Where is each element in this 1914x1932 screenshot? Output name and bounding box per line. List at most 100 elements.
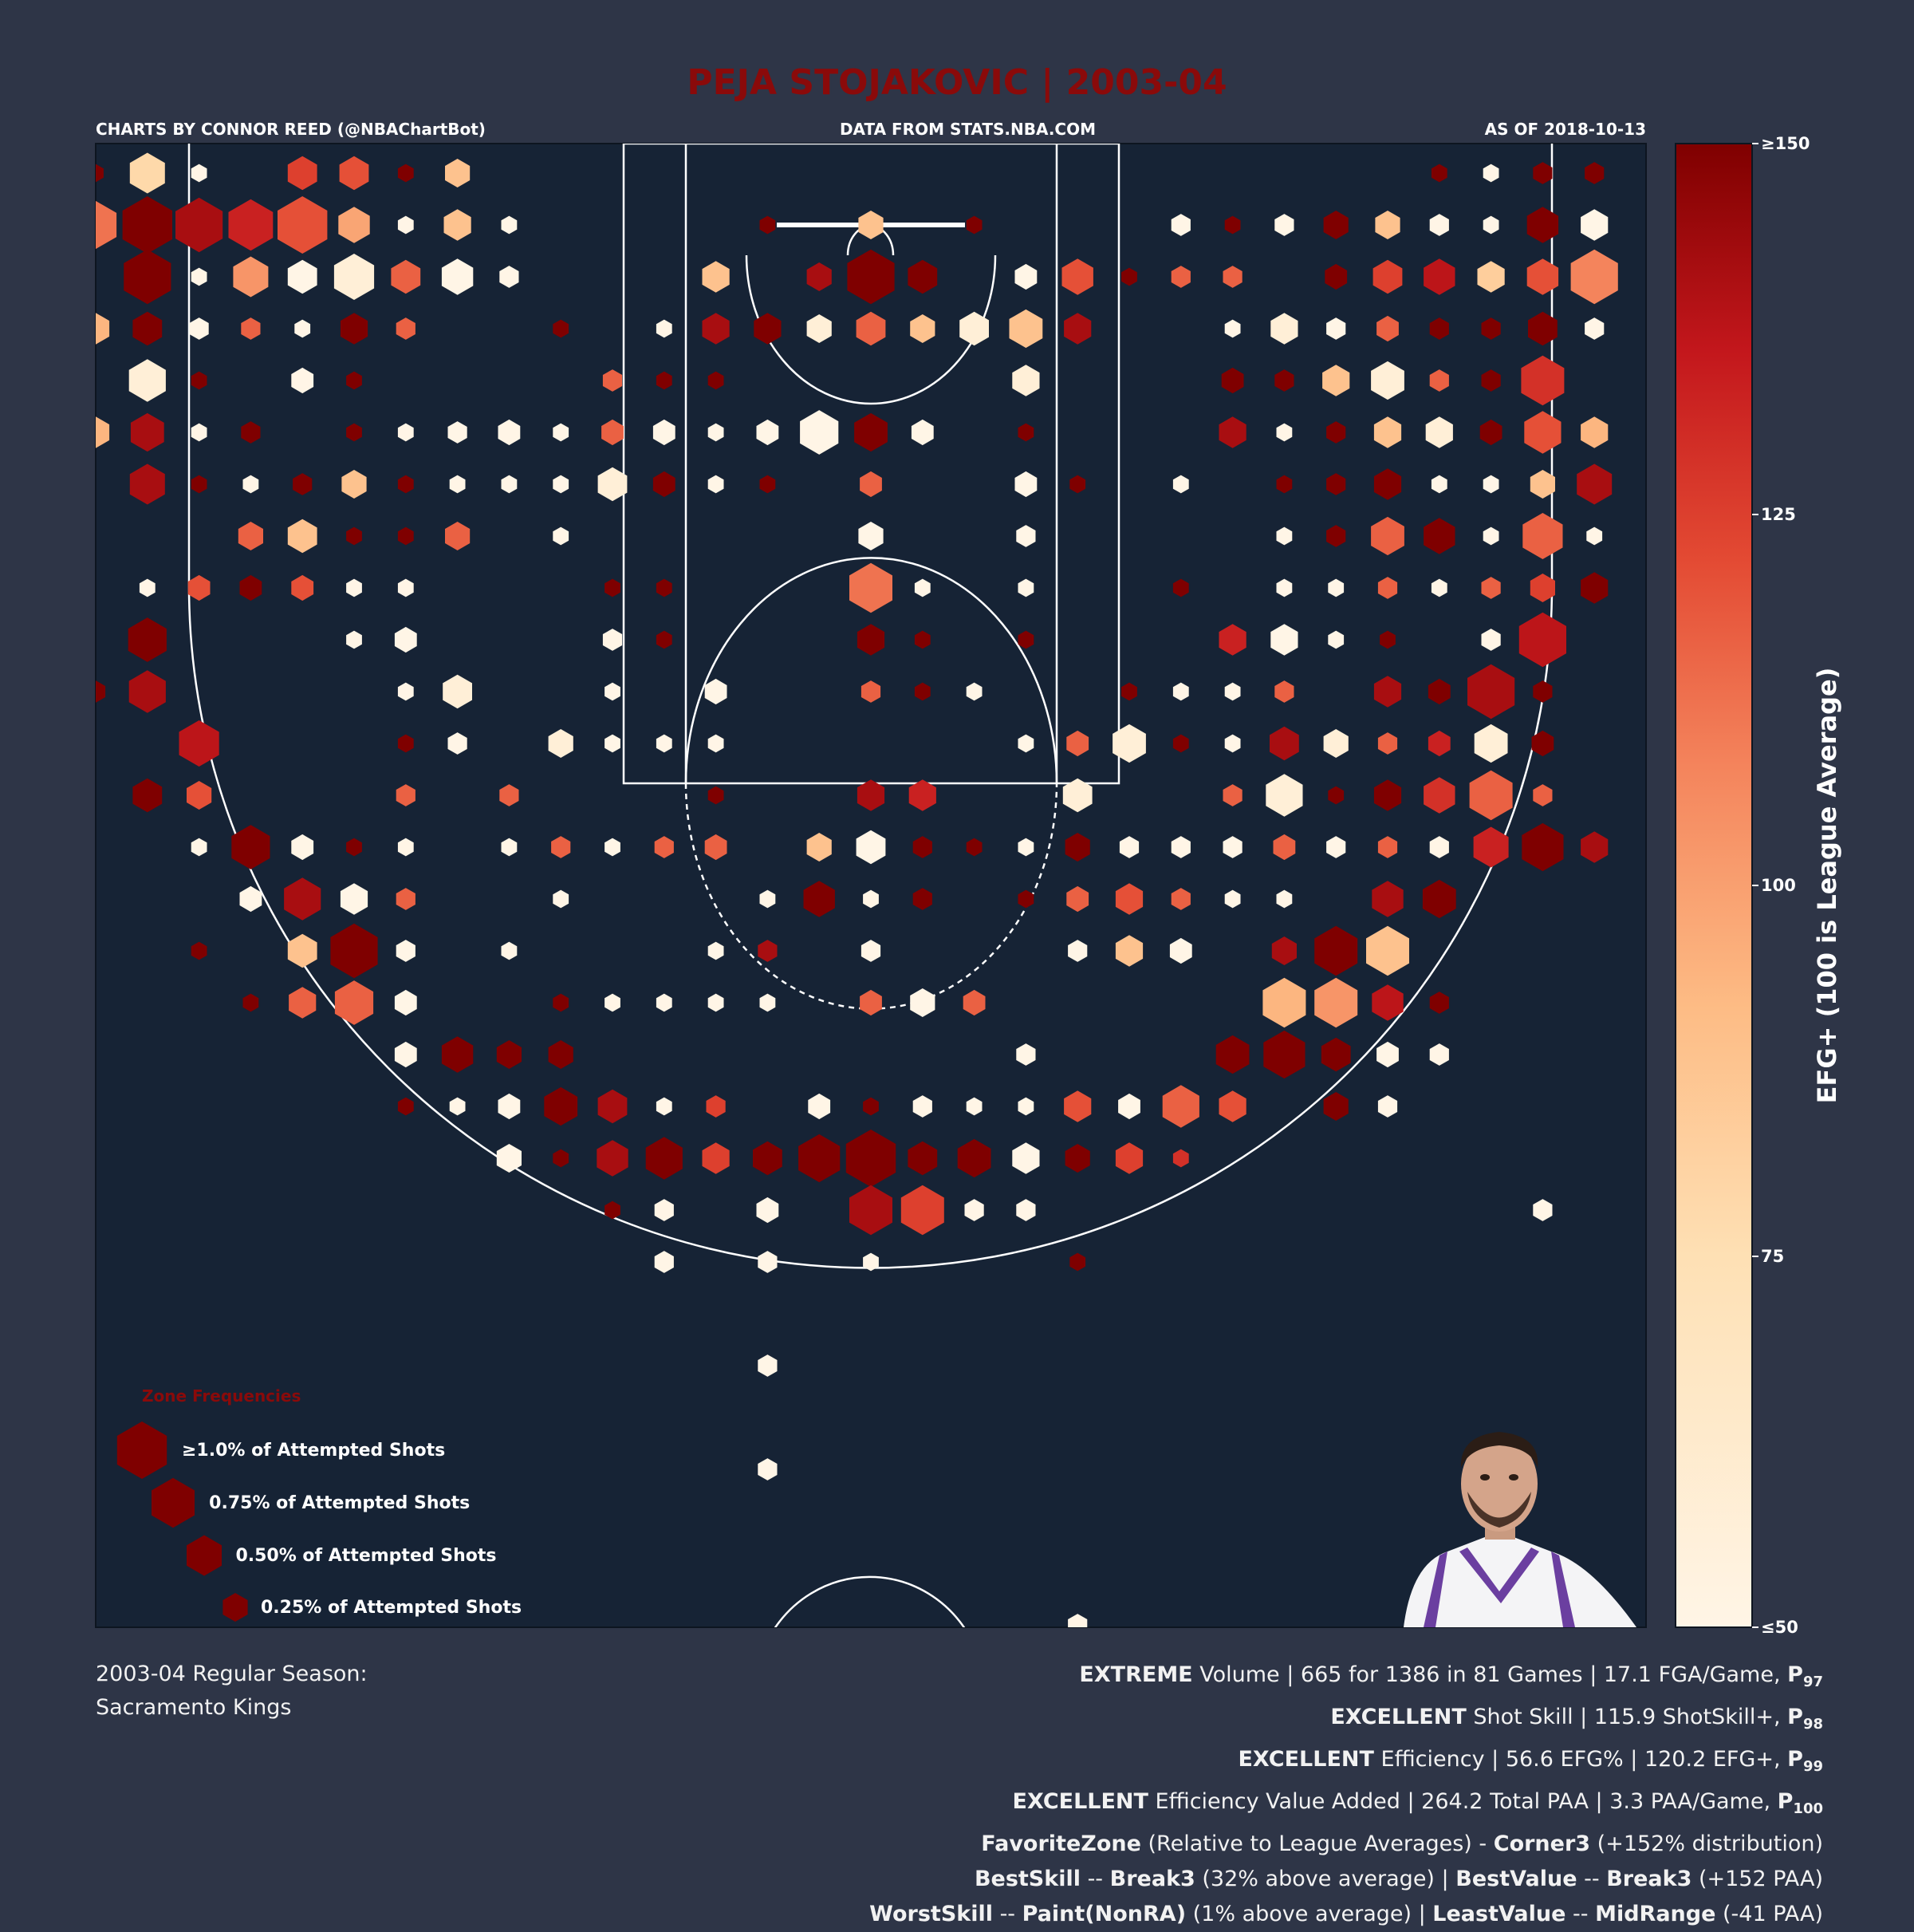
shot-hex — [397, 1097, 414, 1116]
worst-skill: WorstSkill -- Paint(NonRA) (1% above ave… — [869, 1897, 1823, 1932]
shot-hex — [1276, 578, 1293, 597]
shot-hex — [1428, 678, 1451, 705]
shot-hex — [499, 266, 519, 288]
shot-hex — [605, 578, 620, 597]
shot-hex — [1326, 525, 1346, 547]
shot-hex — [908, 1141, 938, 1176]
colorbar-tick-label: 125 — [1761, 505, 1796, 524]
shot-hex — [1371, 516, 1404, 556]
stat-skill-grade: EXCELLENT — [1330, 1705, 1467, 1729]
shot-hex — [1271, 936, 1297, 965]
shot-hex — [128, 617, 167, 662]
shot-hex — [798, 1134, 841, 1183]
shot-hex — [1012, 1142, 1040, 1174]
favorite-zone: FavoriteZone (Relative to League Average… — [869, 1827, 1823, 1862]
shot-hex — [654, 836, 674, 858]
shot-hex — [1018, 423, 1034, 442]
shot-hex — [808, 1093, 831, 1120]
shot-hex — [96, 200, 117, 250]
shot-hex — [1219, 416, 1246, 448]
shot-hex — [1481, 577, 1501, 599]
stat-volume: EXTREME Volume | 665 for 1386 in 81 Game… — [869, 1658, 1823, 1700]
shot-hex — [397, 578, 414, 597]
shot-hex — [1522, 513, 1563, 559]
shot-hex — [397, 215, 414, 235]
shot-hex — [605, 838, 620, 857]
shot-hex — [966, 682, 983, 701]
shot-hex — [1273, 834, 1296, 861]
shot-hex — [1321, 1037, 1351, 1072]
shot-hex — [1014, 263, 1038, 290]
shot-hex — [1473, 826, 1509, 868]
colorbar-tick-label: 75 — [1761, 1247, 1784, 1266]
shot-hex — [654, 1251, 674, 1273]
shot-hex — [910, 314, 935, 343]
shot-hex — [1326, 473, 1346, 495]
shot-hex — [1530, 574, 1555, 602]
shot-hex — [498, 1093, 521, 1120]
legend-hex — [152, 1477, 195, 1528]
shot-hex — [803, 881, 835, 917]
shot-hex — [1581, 572, 1609, 604]
shot-hex — [1586, 526, 1603, 546]
shot-hex — [1428, 730, 1451, 757]
shot-hex — [1323, 1092, 1349, 1121]
shot-hex — [340, 313, 368, 345]
shot-hex — [129, 463, 165, 505]
shot-hex — [1328, 578, 1345, 597]
shot-hex — [1380, 630, 1396, 649]
season-line: 2003-04 Regular Season: — [96, 1662, 368, 1686]
shot-hex — [1429, 992, 1449, 1014]
shot-hex — [1223, 784, 1243, 806]
shot-hex — [1322, 365, 1350, 396]
shot-hex — [1276, 526, 1293, 546]
shot-hex — [707, 475, 724, 494]
shot-hex — [293, 473, 313, 495]
shot-hex — [1314, 977, 1358, 1028]
stat-value-added: EXCELLENT Efficiency Value Added | 264.2… — [869, 1784, 1823, 1827]
shot-hex — [1016, 1043, 1036, 1066]
shot-hex — [707, 734, 724, 753]
shot-hex — [501, 215, 518, 235]
shot-hex — [1118, 1093, 1140, 1120]
shot-hex — [553, 993, 569, 1012]
shot-hex — [238, 522, 263, 550]
shot-hex — [397, 734, 414, 753]
shot-hex — [605, 682, 620, 701]
shot-hex — [1581, 416, 1609, 448]
shot-hex — [544, 1086, 578, 1126]
stat-efficiency: EXCELLENT Efficiency | 56.6 EFG% | 120.2… — [869, 1742, 1823, 1784]
shot-hex — [396, 888, 415, 910]
shot-hex — [964, 1199, 984, 1221]
shot-hex — [1274, 680, 1294, 703]
shot-hex — [346, 578, 362, 597]
shot-hex — [122, 196, 172, 254]
shot-hex — [132, 778, 163, 813]
shot-hex — [1469, 770, 1513, 821]
shot-hex — [597, 467, 628, 502]
shot-hex — [1526, 207, 1559, 243]
shot-hex — [597, 1140, 628, 1177]
shot-hex — [191, 423, 207, 442]
chart-title: PEJA STOJAKOVIC | 2003-04 — [687, 62, 1227, 103]
shot-hex — [1263, 1030, 1306, 1079]
shot-hex — [702, 261, 730, 293]
favorite-zone-name: Corner3 — [1493, 1831, 1591, 1856]
best-skill-zone: Break3 — [1109, 1867, 1195, 1891]
shot-hex — [1069, 475, 1086, 494]
legend-hex — [223, 1593, 248, 1622]
shot-hex — [856, 830, 886, 865]
best-value-amount: (+152 PAA) — [1691, 1867, 1823, 1891]
shot-hex — [1526, 258, 1559, 295]
shot-hex — [191, 941, 207, 960]
shot-hex — [1479, 419, 1502, 446]
shot-hex — [1065, 833, 1090, 862]
shot-hex — [1483, 164, 1499, 183]
shot-hex — [1424, 518, 1455, 554]
shot-hex — [1172, 578, 1189, 597]
shot-hex — [1219, 1090, 1246, 1122]
shot-hex — [858, 522, 884, 550]
shot-hex — [242, 475, 259, 494]
colorbar-label: EFG+ (100 is League Average) — [1812, 668, 1842, 1104]
shot-hex — [394, 1041, 417, 1068]
